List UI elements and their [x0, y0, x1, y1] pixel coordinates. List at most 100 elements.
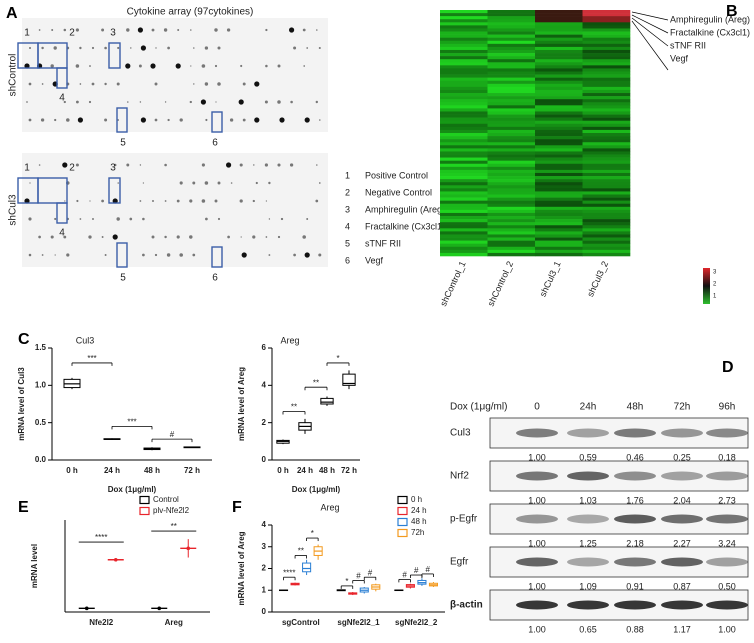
spot — [217, 82, 221, 86]
heatmap-cell — [582, 219, 631, 223]
blot-value: 0.25 — [673, 452, 691, 462]
spot — [306, 218, 309, 220]
spot — [104, 46, 107, 50]
heatmap-cell — [535, 200, 583, 205]
spot — [154, 253, 158, 257]
spot — [89, 200, 91, 202]
heatmap-cell — [440, 13, 488, 17]
spot-number: 3 — [110, 28, 116, 39]
spot — [230, 182, 233, 184]
timepoint: 72h — [674, 402, 691, 413]
heatmap-cell — [440, 169, 488, 174]
heatmap-cell — [440, 234, 488, 238]
legend-name: Fractalkine (Cx3cl1) — [365, 221, 445, 231]
spot — [79, 83, 82, 85]
protein-label: Fractalkine (Cx3cl1) — [670, 27, 750, 37]
y-tick-label: 1.0 — [35, 380, 47, 389]
heatmap-cell — [487, 243, 536, 248]
blot-value: 1.25 — [579, 538, 597, 548]
heatmap-cell — [440, 154, 488, 158]
spot-number: 5 — [120, 138, 126, 149]
heatmap-cell — [535, 240, 583, 244]
heatmap-cell — [487, 133, 536, 137]
box — [302, 562, 312, 573]
spot — [75, 28, 79, 32]
blot-value: 1.00 — [528, 581, 546, 591]
blot-value: 1.76 — [626, 495, 644, 505]
heatmap-cell — [582, 28, 631, 32]
spot — [151, 235, 155, 239]
blot-band — [614, 557, 656, 567]
heatmap-cell — [440, 191, 488, 195]
heatmap-cell — [440, 246, 488, 251]
x-tick-label: sgNfe2l2_2 — [395, 618, 438, 627]
heatmap-cell — [487, 237, 536, 241]
spot — [214, 28, 218, 32]
timepoint: 48h — [627, 402, 644, 413]
heatmap-cell — [440, 197, 488, 201]
heatmap-cell — [440, 105, 488, 109]
heatmap-cell — [487, 185, 536, 189]
spot — [226, 28, 231, 32]
spot — [189, 199, 193, 203]
x-tick-label: 24 h — [104, 466, 120, 475]
heatmap-cell — [487, 136, 536, 140]
spot — [255, 181, 258, 185]
panel-label: F — [232, 499, 242, 516]
sample-label: shControl_1 — [438, 260, 468, 308]
heatmap-cell — [582, 34, 631, 38]
blot-value: 1.00 — [528, 495, 546, 505]
spot — [116, 217, 120, 221]
heatmap-cell — [535, 83, 583, 88]
heatmap-cell — [487, 228, 536, 232]
heatmap-cell — [535, 96, 583, 100]
spot-number: 4 — [59, 93, 65, 104]
heatmap-cell — [582, 59, 631, 63]
spot — [204, 82, 209, 86]
heatmap-cell — [582, 49, 631, 54]
blot-protein: β-actin — [450, 600, 483, 611]
blot-value: 2.27 — [673, 538, 691, 548]
heatmap-cell — [440, 10, 488, 14]
heatmap-cell — [535, 37, 583, 42]
heatmap-cell — [487, 43, 536, 48]
spot — [200, 99, 206, 105]
heatmap-cell — [487, 148, 536, 152]
heatmap-cell — [535, 40, 583, 45]
heatmap-cell — [487, 89, 536, 94]
heatmap-cell — [535, 166, 583, 171]
legend-number: 6 — [345, 255, 350, 265]
y-tick-label: 0 — [262, 455, 267, 464]
spot-number: 2 — [69, 163, 75, 174]
heatmap-cell — [487, 151, 536, 155]
heatmap-cell — [440, 160, 488, 165]
heatmap-cell — [440, 209, 488, 214]
spot — [201, 64, 206, 68]
heatmap-cell — [535, 148, 583, 152]
heatmap-cell — [440, 176, 488, 180]
heatmap-cell — [440, 243, 488, 248]
blot-treatment: Dox (1μg/ml) — [450, 402, 507, 413]
spot — [112, 198, 118, 204]
heatmap-cell — [582, 80, 631, 85]
heatmap-cell — [535, 10, 583, 14]
spot — [88, 235, 92, 239]
heatmap-cell — [535, 142, 583, 146]
spot — [138, 64, 142, 68]
heatmap-cell — [440, 22, 488, 26]
heatmap-cell — [582, 246, 631, 251]
spot — [41, 83, 44, 85]
heatmap-cell — [582, 102, 631, 106]
heatmap-cell — [487, 160, 536, 165]
heatmap-cell — [440, 123, 488, 128]
spot — [126, 28, 130, 32]
heatmap-cell — [535, 157, 583, 161]
heatmap-cell — [582, 145, 631, 149]
y-tick-label: 2 — [262, 564, 267, 573]
heatmap-cell — [535, 86, 583, 91]
heatmap-cell — [440, 206, 488, 211]
heatmap-cell — [440, 182, 488, 186]
heatmap-cell — [487, 77, 536, 82]
heatmap-cell — [440, 37, 488, 42]
membrane-label: shControl — [8, 54, 19, 97]
